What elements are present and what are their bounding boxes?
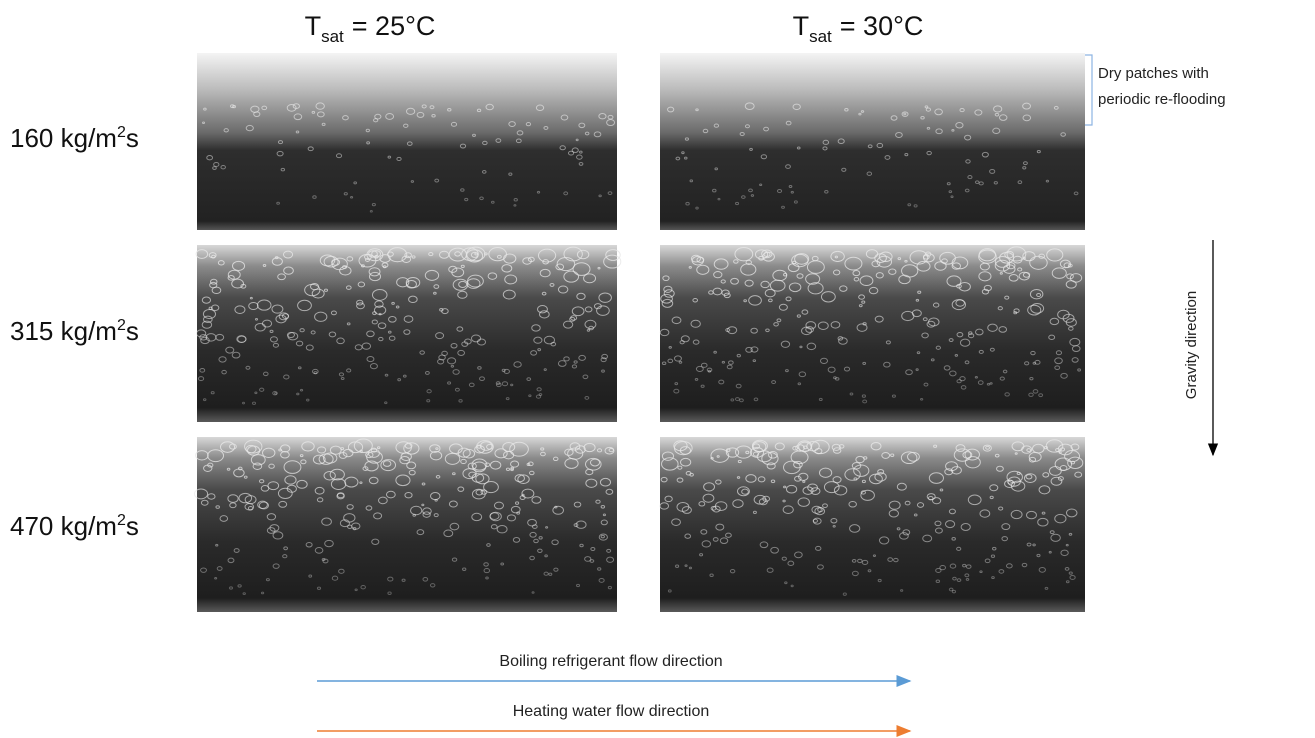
photo <box>660 245 1085 422</box>
superscript: 2 <box>117 512 126 529</box>
flow-label: Boiling refrigerant flow direction <box>499 653 722 670</box>
annotation: Dry patches with <box>1098 65 1209 82</box>
photo <box>197 53 617 230</box>
figure: Tsat= 25°C Tsat= 30°C 160 kg/m2s 315 kg/… <box>0 0 1315 738</box>
photo-grid <box>194 53 1085 612</box>
column-header: Tsat = 30°C <box>793 11 924 46</box>
row-label: 160 kg/m2s <box>10 123 139 153</box>
photo <box>197 245 617 422</box>
suffix: s <box>126 123 139 153</box>
subscript: sat <box>809 27 832 46</box>
photo-panel <box>660 245 1085 422</box>
superscript: 2 <box>117 317 126 334</box>
symbol: T <box>305 11 322 41</box>
superscript: 2 <box>117 124 126 141</box>
prefix: 470 kg/m <box>10 511 117 541</box>
row-label: 470 kg/m2s <box>10 511 139 541</box>
column-header: Tsat = 25°C <box>305 11 436 46</box>
subscript: sat <box>321 27 344 46</box>
gravity-label: Gravity direction <box>1183 291 1200 399</box>
photo-panel <box>194 437 617 612</box>
row-label: 315 kg/m2s <box>10 316 139 346</box>
bracket <box>1085 55 1092 125</box>
photo-panel <box>196 245 621 422</box>
prefix: 315 kg/m <box>10 316 117 346</box>
flow-label: Heating water flow direction <box>513 703 710 720</box>
prefix: 160 kg/m <box>10 123 117 153</box>
suffix: s <box>126 511 139 541</box>
photo <box>660 53 1085 230</box>
value: = 25°C <box>352 11 436 41</box>
suffix: s <box>126 316 139 346</box>
photo-panel <box>197 53 617 230</box>
annotation: periodic re-flooding <box>1098 91 1226 108</box>
photo-panel <box>660 437 1085 612</box>
photo-panel <box>660 53 1085 230</box>
symbol: T <box>793 11 810 41</box>
value: = 30°C <box>840 11 924 41</box>
photo <box>660 437 1085 612</box>
